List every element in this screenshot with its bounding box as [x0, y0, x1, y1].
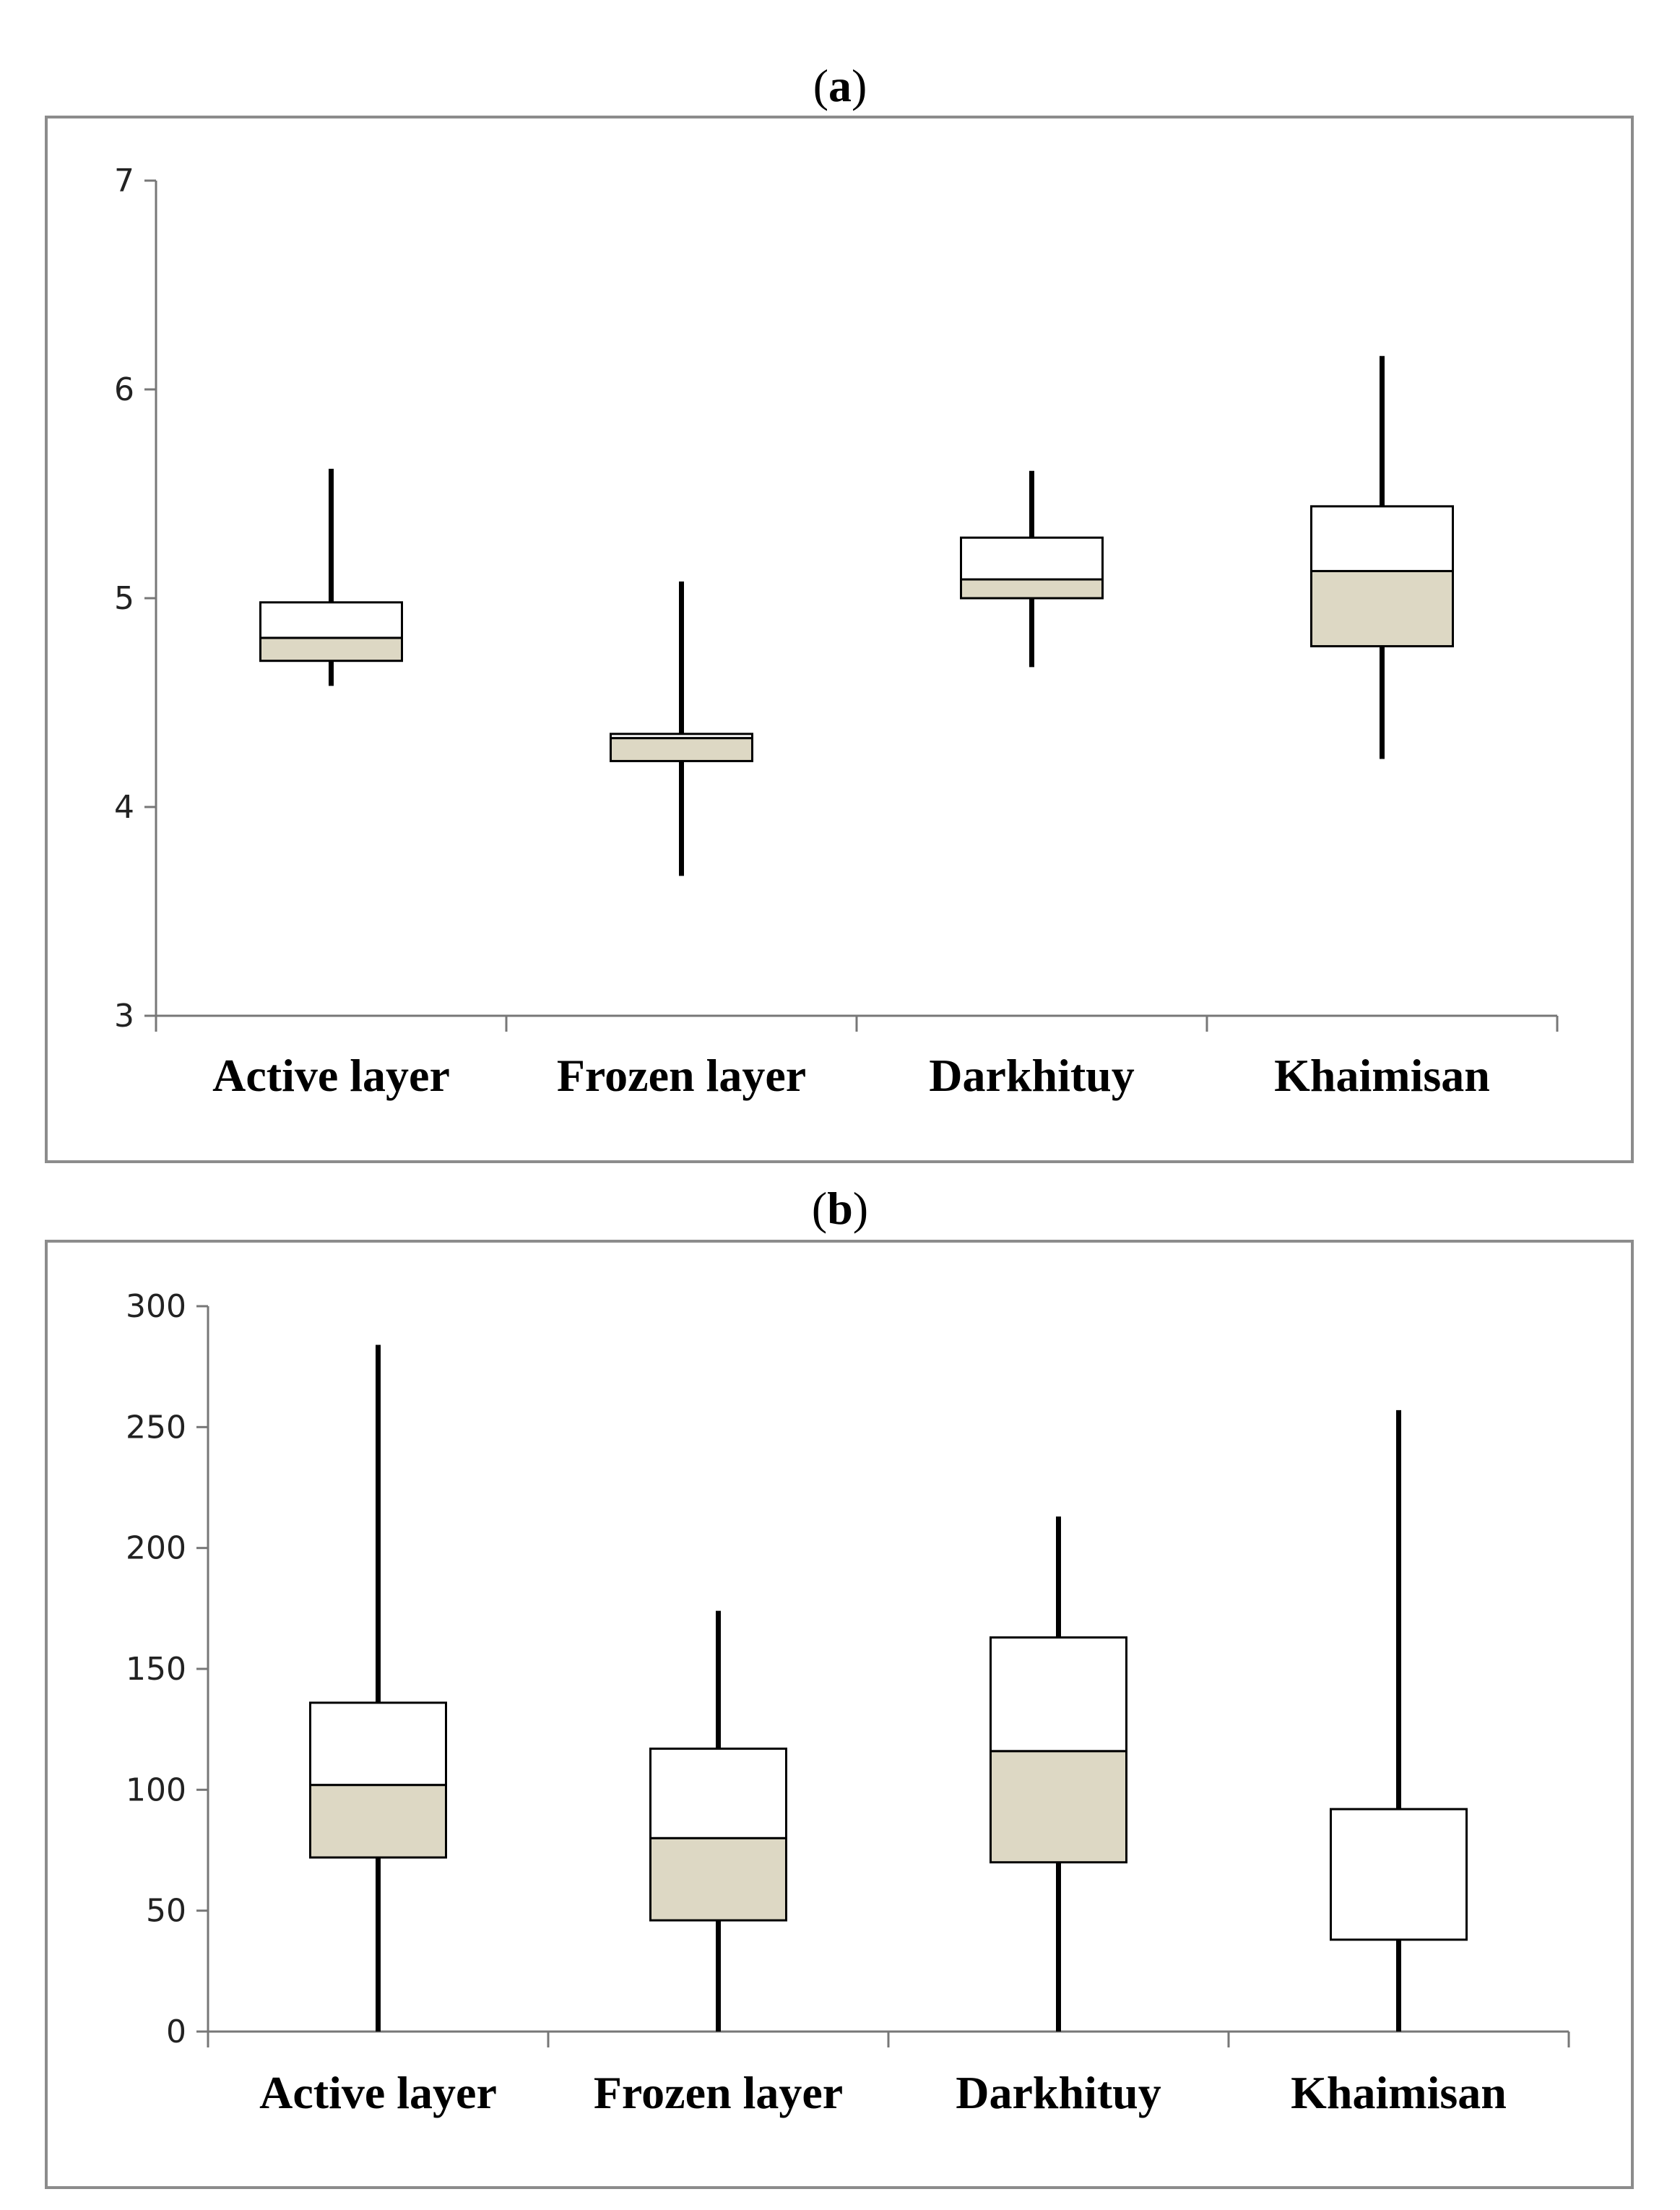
panel-a-label-suffix: ): [852, 60, 867, 111]
chart-b-box-upper: [1330, 1808, 1468, 1941]
chart-b-category-label: Frozen layer: [594, 2067, 843, 2118]
chart-a-y-tick-label: 3: [114, 998, 134, 1035]
chart-a-box-upper: [610, 733, 753, 740]
chart-b-box-upper: [309, 1701, 447, 1787]
chart-a-box-lower: [610, 737, 753, 762]
chart-a-y-tick-label: 7: [114, 163, 134, 199]
chart-a-category-label: Khaimisan: [1274, 1050, 1490, 1101]
panel-b-label-letter: b: [827, 1183, 853, 1234]
chart-b-box-lower: [309, 1784, 447, 1859]
chart-a-y-tick-label: 6: [114, 371, 134, 408]
chart-a-y-tick-label: 4: [114, 789, 134, 826]
chart-b-category-label: Active layer: [259, 2067, 497, 2118]
chart-a-box-upper: [960, 536, 1104, 581]
chart-b-y-tick-label: 300: [126, 1288, 186, 1325]
chart-b-y-tick-label: 250: [126, 1409, 186, 1446]
chart-b-box-upper: [990, 1636, 1127, 1753]
chart-b-category-label: Darkhituy: [956, 2067, 1161, 2118]
chart-a-y-tick-label: 5: [114, 580, 134, 617]
chart-b-y-tick-label: 100: [126, 1771, 186, 1808]
panel-b-label-suffix: ): [852, 1183, 869, 1234]
chart-a-category-label: Frozen layer: [557, 1050, 806, 1101]
chart-a-category-label: Darkhituy: [929, 1050, 1135, 1101]
panel-a-title: (a): [0, 59, 1680, 113]
chart-b-category-label: Khaimisan: [1291, 2067, 1507, 2118]
chart-b-y-tick-label: 150: [126, 1651, 186, 1688]
chart-a-box-upper: [259, 601, 403, 639]
chart-a-box-upper: [1310, 505, 1454, 572]
chart-a-box-lower: [1310, 569, 1454, 647]
chart-b-box-upper: [649, 1747, 787, 1839]
chart-b-y-tick-label: 0: [166, 2013, 186, 2050]
panel-a-label-prefix: (: [813, 60, 828, 111]
chart-b-box-lower: [990, 1750, 1127, 1864]
chart-a-box-lower: [960, 578, 1104, 600]
panel-b-title: (b): [0, 1182, 1680, 1235]
panel-b-label-prefix: (: [811, 1183, 828, 1234]
chart-a-box-lower: [259, 636, 403, 662]
panel-a-label-letter: a: [828, 60, 852, 111]
chart-b-y-tick-label: 50: [146, 1893, 186, 1930]
chart-a-category-label: Active layer: [212, 1050, 450, 1101]
chart-b-y-tick-label: 200: [126, 1530, 186, 1567]
chart-b-box-lower: [649, 1836, 787, 1922]
